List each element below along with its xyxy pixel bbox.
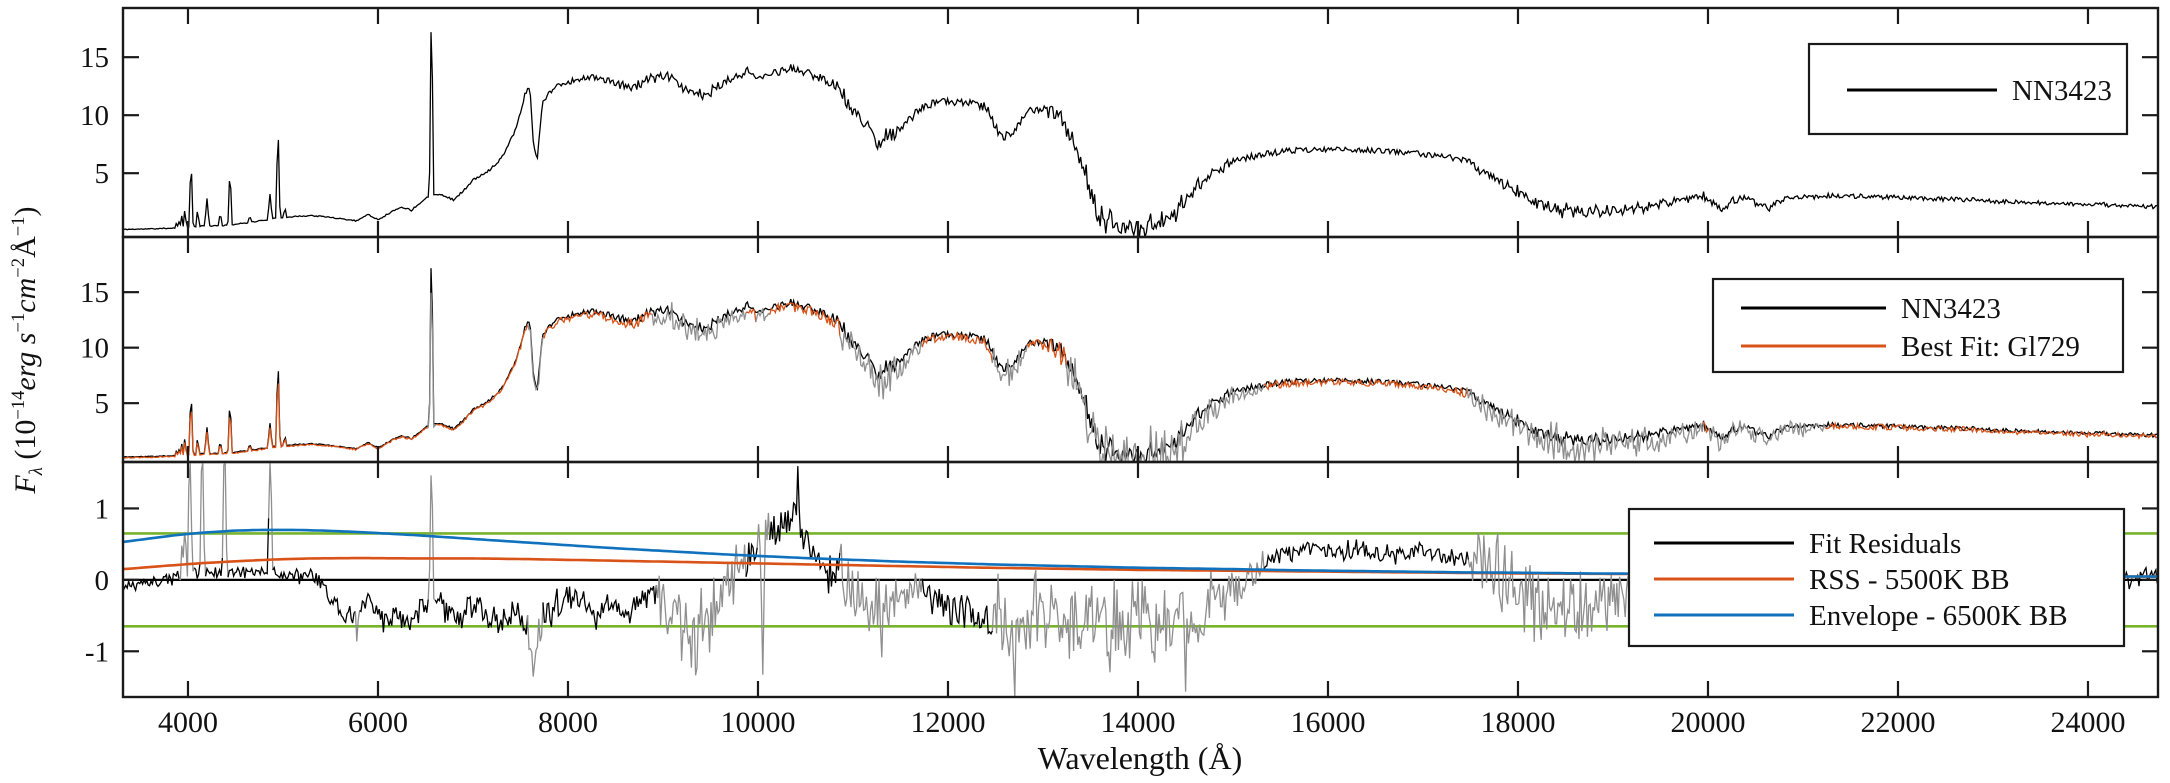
y-axis-label-part: )	[9, 206, 42, 217]
legend-label: Best Fit: Gl729	[1901, 331, 2080, 363]
y-tick-label: -1	[85, 636, 109, 668]
y-axis-label-part: (10	[9, 419, 42, 468]
series-best-fit-gl729-trace	[839, 331, 924, 400]
y-axis-label-part: −1	[8, 216, 29, 237]
panel-1-ticks	[123, 8, 2158, 237]
panel-1-legend: NN3423	[1807, 42, 2129, 136]
series-best-fit-gl729-trace	[755, 308, 771, 323]
series-fit-residuals-trace	[756, 512, 771, 675]
legend-label: Envelope - 6500K BB	[1809, 600, 2068, 632]
series-best-fit-gl729-trace	[651, 302, 747, 341]
y-axis-label-part: erg	[9, 351, 42, 391]
series-fit-residuals-trace	[221, 462, 229, 578]
y-axis-label-part: cm	[9, 277, 42, 313]
y-axis-label-part: −1	[8, 312, 29, 333]
series-best-fit-gl729-trace	[1065, 357, 1265, 462]
y-axis-label-part: s	[9, 332, 42, 345]
x-tick-label: 22000	[1860, 706, 1935, 739]
legend-label: NN3423	[1901, 293, 2001, 325]
series-best-fit-gl729-trace	[991, 343, 1029, 386]
series-fit-residuals-trace	[204, 557, 224, 580]
series-fit-residuals-trace	[745, 542, 758, 577]
series-fit-residuals-trace	[434, 592, 529, 635]
y-axis-label-part: −14	[8, 390, 29, 420]
series-fit-residuals-trace	[123, 570, 180, 593]
series-nn3423-trace	[123, 268, 2158, 462]
y-axis-label-part: −2	[8, 257, 29, 278]
series-best-fit-gl729-trace	[1026, 338, 1068, 366]
series-best-fit-gl729-trace	[436, 323, 529, 431]
series-best-fit-gl729-trace	[921, 331, 994, 363]
series-fit-residuals-trace	[655, 544, 747, 676]
series-nn3423-trace	[123, 32, 2158, 237]
series-fit-residuals-trace	[542, 585, 658, 630]
series-fit-residuals-trace	[272, 565, 356, 624]
y-tick-label: 15	[80, 277, 109, 309]
y-tick-label: 15	[80, 42, 109, 74]
x-tick-label: 18000	[1480, 706, 1555, 739]
x-tick-label: 12000	[910, 706, 985, 739]
series-best-fit-gl729-trace	[745, 308, 757, 323]
x-tick-label: 16000	[1290, 706, 1365, 739]
series-fit-residuals-trace	[921, 578, 993, 636]
legend-label: NN3423	[2012, 75, 2112, 107]
series-fit-residuals-trace	[199, 462, 207, 577]
series-fit-residuals-trace	[769, 466, 841, 594]
series-fit-residuals-trace	[354, 610, 361, 642]
panel-2-traces	[123, 268, 2158, 462]
panel-3-ticks	[123, 462, 2158, 697]
panel-1-traces	[123, 32, 2158, 237]
panel-3-legend: Fit Residuals RSS - 5500K BB Envelope - 65…	[1627, 507, 2126, 648]
x-tick-label: 4000	[158, 706, 218, 739]
y-tick-label: 0	[95, 565, 110, 597]
series-fit-residuals-trace	[839, 543, 924, 658]
x-tick-label: 6000	[348, 706, 408, 739]
y-tick-label: 1	[95, 493, 110, 525]
y-axis-label: Fλ (10−14erg s−1cm−2Å−1)	[8, 0, 48, 730]
series-fit-residuals-trace	[227, 518, 270, 579]
series-best-fit-gl729-trace	[526, 323, 544, 392]
series-fit-residuals-trace	[193, 563, 201, 579]
y-axis-label-part	[9, 344, 42, 352]
series-best-fit-gl729-trace	[1708, 419, 1826, 453]
panel-2-ticks	[123, 237, 2158, 462]
legend-box	[1711, 277, 2125, 374]
series-fit-residuals-trace	[178, 462, 196, 581]
series-best-fit-gl729-trace	[1466, 387, 1705, 462]
series-fit-residuals-trace	[359, 592, 429, 633]
series-best-fit-gl729-trace	[542, 310, 653, 339]
x-tick-label: 14000	[1100, 706, 1175, 739]
y-axis-label-part: Å	[9, 236, 42, 258]
y-tick-label: 10	[80, 100, 109, 132]
y-axis-label-part: F	[9, 475, 42, 494]
x-tick-label: 8000	[538, 706, 598, 739]
y-tick-label: 5	[95, 158, 110, 190]
x-tick-label: 20000	[1670, 706, 1745, 739]
series-fit-residuals-trace	[427, 475, 436, 601]
series-best-fit-gl729-trace	[1263, 377, 1468, 398]
series-fit-residuals-trace	[1263, 539, 1470, 570]
series-best-fit-gl729-trace	[769, 301, 841, 336]
panel-2-legend: NN3423 Best Fit: Gl729	[1711, 277, 2125, 374]
series-fit-residuals-trace	[526, 602, 544, 677]
series-fit-residuals-trace	[991, 551, 1265, 697]
legend-label: Fit Residuals	[1809, 528, 1961, 560]
legend-label: RSS - 5500K BB	[1809, 564, 2010, 596]
x-axis-label: Wavelength (Å)	[1037, 740, 1243, 776]
series-best-fit-gl729-trace	[1703, 421, 1710, 434]
series-best-fit-gl729-trace	[123, 383, 429, 459]
series-best-fit-gl729-trace	[427, 292, 437, 429]
y-tick-label: 5	[95, 388, 110, 420]
series-best-fit-gl729-trace	[1825, 421, 2158, 440]
y-axis-label-part: λ	[26, 467, 47, 476]
x-tick-label: 10000	[720, 706, 795, 739]
x-tick-label: 24000	[2050, 706, 2125, 739]
y-tick-label: 10	[80, 333, 109, 365]
series-fit-residuals-trace	[267, 462, 274, 571]
